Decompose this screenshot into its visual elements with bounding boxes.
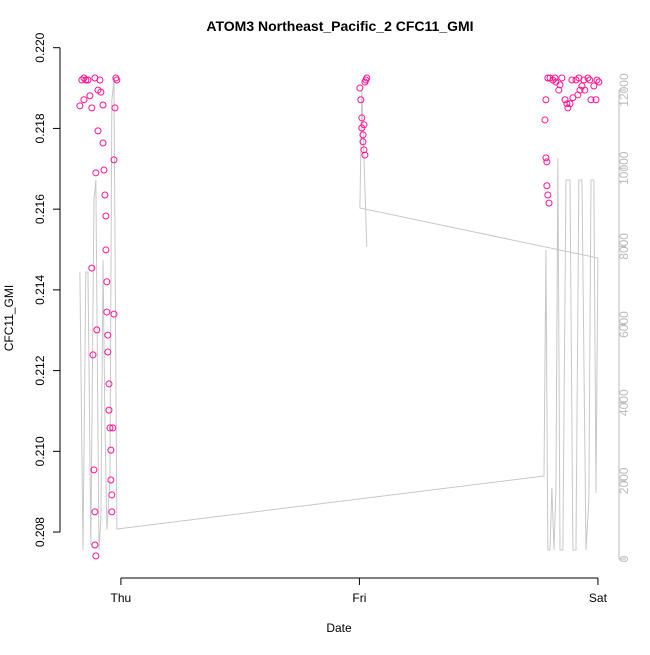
point [92,169,100,177]
point [89,351,97,359]
point [595,78,603,86]
point [107,446,115,454]
point [90,466,98,474]
y2-tick-label: 2000 [617,467,631,494]
point [92,552,100,560]
point [356,84,364,92]
point [108,508,116,516]
point [107,476,115,484]
point [566,100,574,108]
point [558,74,566,82]
y-tick-label: 0.220 [33,32,47,62]
y-tick-label: 0.218 [33,113,47,143]
point [541,116,549,124]
point [113,76,121,84]
chart-title: ATOM3 Northeast_Pacific_2 CFC11_GMI [206,18,473,34]
x-tick-label: Sat [589,591,608,605]
point [82,76,90,84]
point [360,146,368,154]
x-tick-label: Fri [352,591,366,605]
x-tick-label: Thu [111,591,132,605]
point [542,154,550,162]
point [564,104,572,112]
y-tick-label: 0.212 [33,355,47,385]
point [93,326,101,334]
y2-tick-label: 4000 [617,389,631,416]
point [590,82,598,90]
point [97,88,105,96]
point [88,264,96,272]
point [109,424,117,432]
y2-tick-label: 0 [617,555,631,562]
point [587,96,595,104]
point [86,92,94,100]
point [362,76,370,84]
point [551,74,559,82]
point [357,96,365,104]
point [110,156,118,164]
point [574,91,582,99]
point [76,102,84,110]
point [94,127,102,135]
line [79,79,599,551]
point [580,76,588,84]
point [108,491,116,499]
point [556,81,564,89]
y-axis-label: CFC11_GMI [2,285,16,351]
point [543,182,551,190]
point [103,308,111,316]
point [543,158,551,166]
y2-tick-label: 10000 [617,151,631,185]
point [96,76,104,84]
point [360,121,368,129]
point [592,96,600,104]
point [584,74,592,82]
point [359,131,367,139]
point [102,246,110,254]
point [88,104,96,112]
x-axis-label: Date [326,621,352,635]
point [102,212,110,220]
point [563,100,571,108]
point [105,406,113,414]
y2-tick-label: 6000 [617,311,631,338]
y-tick-label: 0.210 [33,436,47,466]
y2-tick-label: 12000 [617,73,631,107]
point [110,310,118,318]
point [104,331,112,339]
point [99,101,107,109]
point [106,424,114,432]
point [91,508,99,516]
y2-tick-label: 8000 [617,233,631,260]
point [359,138,367,146]
point [78,76,86,84]
point [581,86,589,94]
y-tick-label: 0.214 [33,275,47,305]
point [101,191,109,199]
point [105,380,113,388]
point [91,541,99,549]
point [100,166,108,174]
point [544,191,552,199]
point [361,151,369,159]
point [542,96,550,104]
point [593,76,601,84]
point [545,199,553,207]
point [80,74,88,82]
y-tick-label: 0.216 [33,194,47,224]
point [111,104,119,112]
point [561,96,569,104]
y-tick-label: 0.208 [33,517,47,547]
point [555,86,563,94]
point [99,139,107,147]
point [80,96,88,104]
point [568,76,576,84]
point [104,348,112,356]
point [358,114,366,122]
point [103,278,111,286]
